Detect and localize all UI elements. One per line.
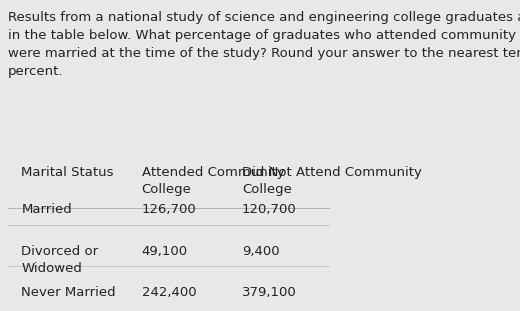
Text: 379,100: 379,100 bbox=[242, 286, 297, 299]
Text: Attended Community
College: Attended Community College bbox=[142, 166, 284, 196]
Text: Divorced or
Widowed: Divorced or Widowed bbox=[21, 245, 99, 275]
Text: Did Not Attend Community
College: Did Not Attend Community College bbox=[242, 166, 422, 196]
Text: 9,400: 9,400 bbox=[242, 245, 280, 258]
Text: 49,100: 49,100 bbox=[142, 245, 188, 258]
Text: Married: Married bbox=[21, 203, 72, 216]
Text: 126,700: 126,700 bbox=[142, 203, 197, 216]
Text: Results from a national study of science and engineering college graduates are s: Results from a national study of science… bbox=[8, 11, 520, 78]
Text: 242,400: 242,400 bbox=[142, 286, 197, 299]
Text: 120,700: 120,700 bbox=[242, 203, 297, 216]
Text: Marital Status: Marital Status bbox=[21, 166, 114, 179]
Text: Never Married: Never Married bbox=[21, 286, 116, 299]
